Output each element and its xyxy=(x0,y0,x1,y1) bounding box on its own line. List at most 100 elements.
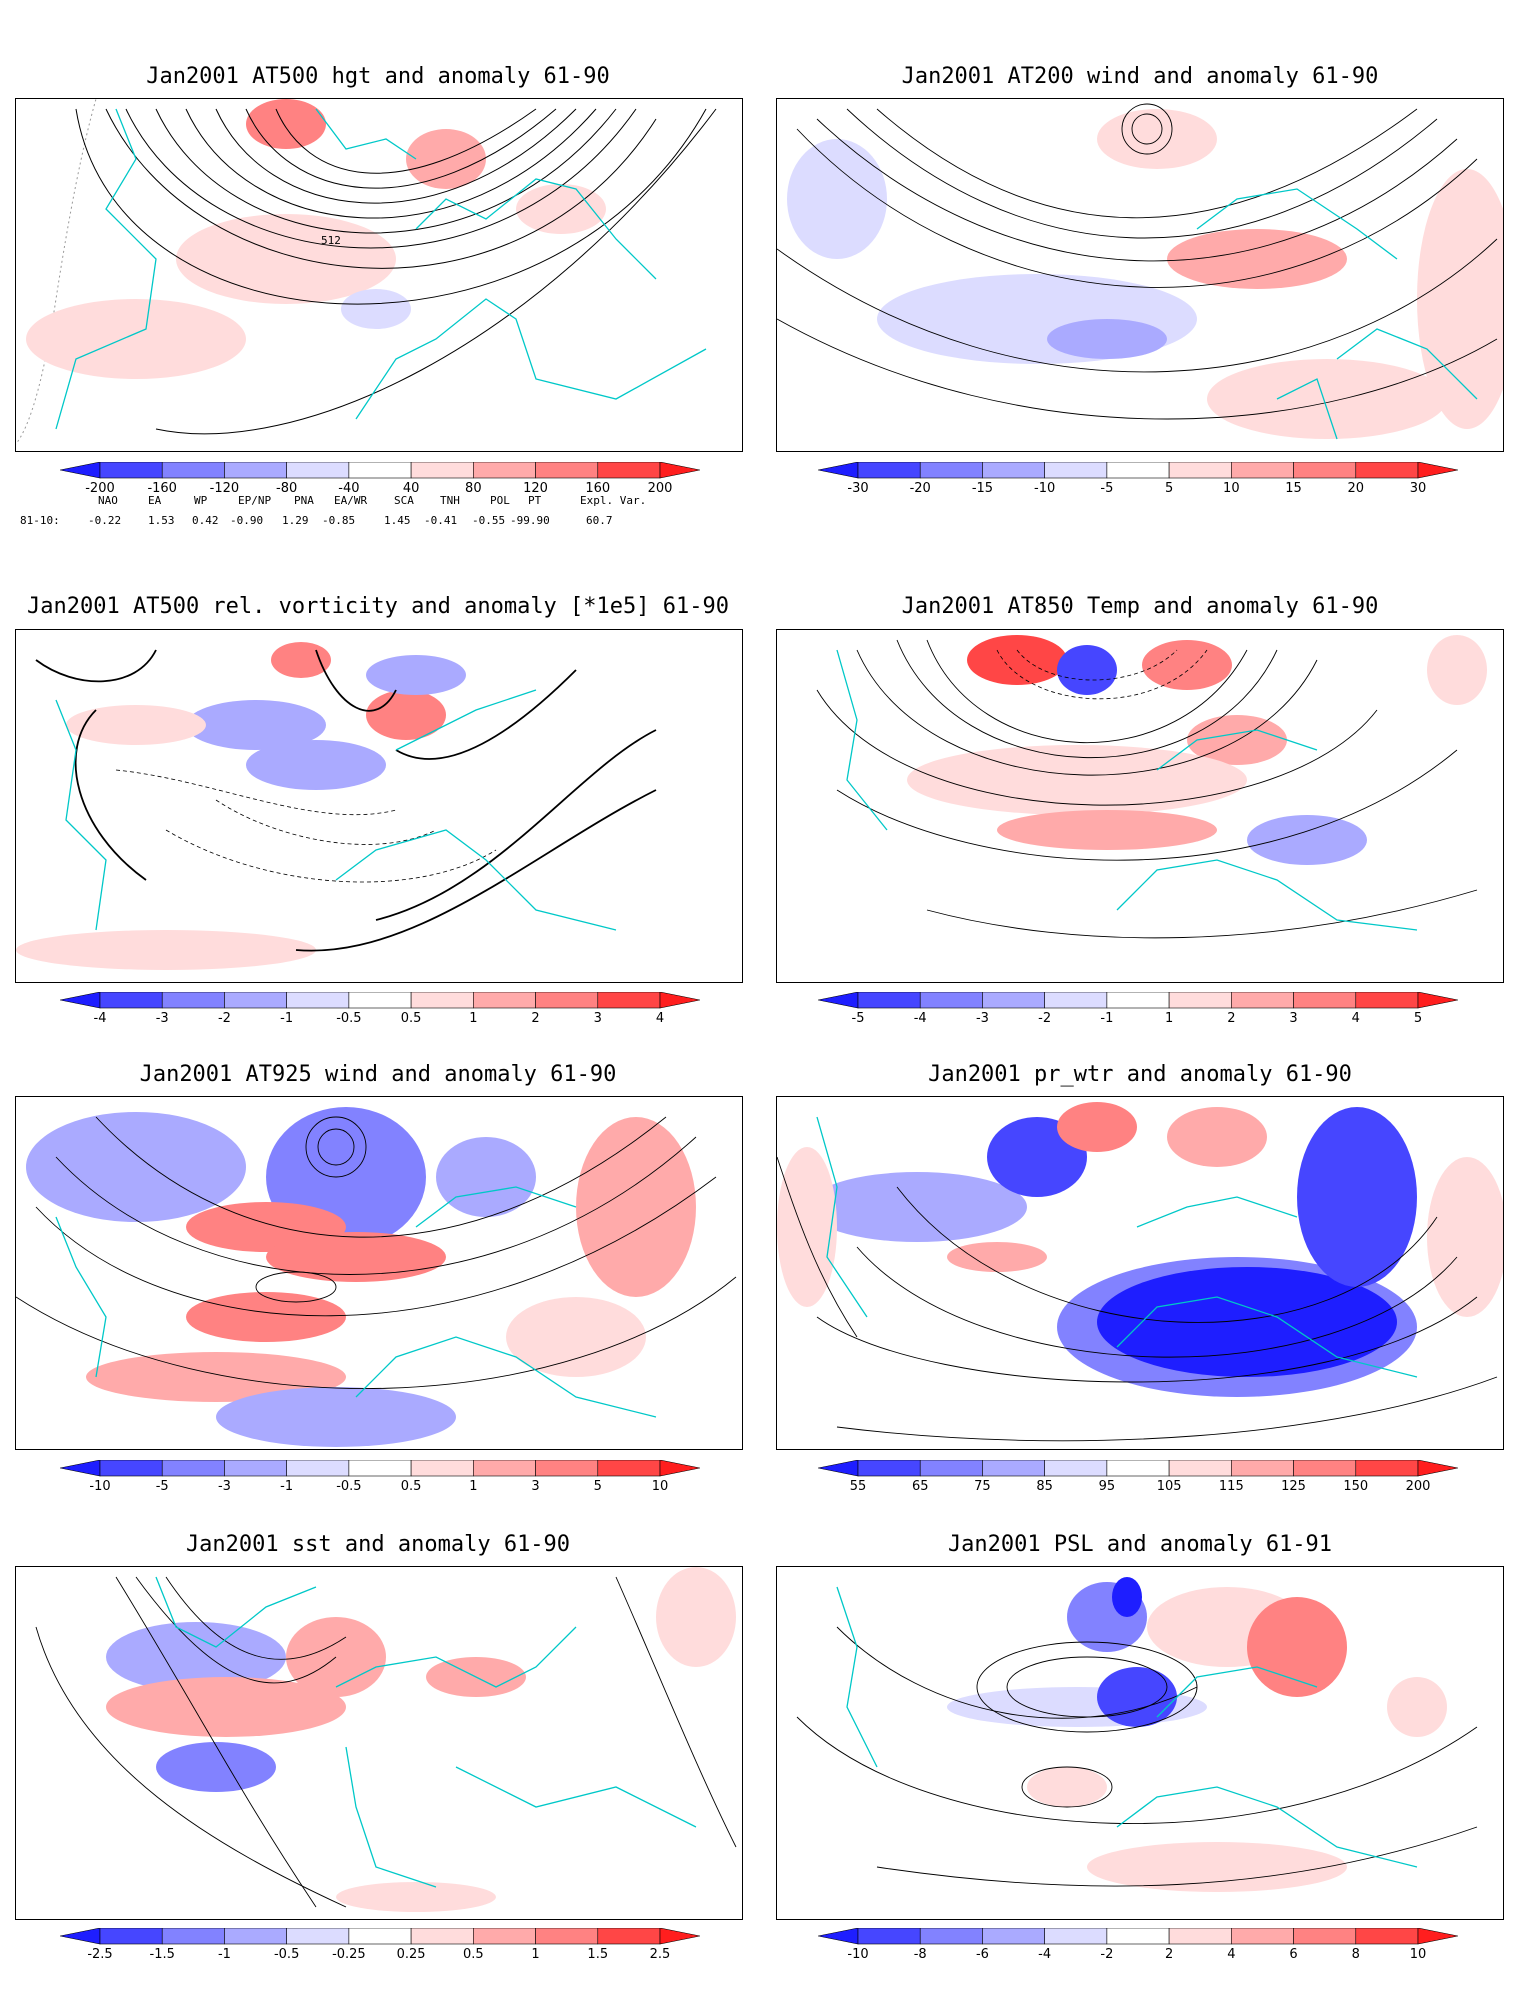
colorbar-tick-label: 5 xyxy=(1165,481,1173,496)
anomaly-positive xyxy=(86,1352,346,1402)
colorbar-segment xyxy=(919,991,983,1009)
colorbar-segment xyxy=(410,1927,474,1945)
colorbar-tick-label: -40 xyxy=(338,481,359,496)
colorbar-segment xyxy=(99,991,163,1009)
colorbar-segment xyxy=(224,1927,287,1945)
colorbar-segment xyxy=(982,991,1045,1009)
colorbar: -10 -5 -3 -1 -0.5 0.5 1 3 5 10 xyxy=(59,1459,701,1500)
colorbar-tick-label: 95 xyxy=(1099,1479,1116,1494)
colorbar-tick-label: -2 xyxy=(1100,1947,1113,1962)
anomaly-positive xyxy=(777,1147,837,1307)
anomaly-negative xyxy=(106,1622,286,1692)
colorbar-tick-label: -5 xyxy=(156,1479,169,1494)
anomaly-positive xyxy=(336,1882,496,1912)
colorbar-tick-label: 10 xyxy=(652,1479,669,1494)
colorbar-tick-label: -200 xyxy=(85,481,115,496)
anomaly-positive xyxy=(266,1232,446,1282)
colorbar-tick-label: -2.5 xyxy=(87,1947,112,1962)
index-header: Expl. Var. xyxy=(580,494,647,507)
colorbar-tick-label: 40 xyxy=(403,481,420,496)
anomaly-positive xyxy=(176,214,396,304)
index-value: 0.42 xyxy=(192,514,219,527)
colorbar-tick-label: -20 xyxy=(910,481,931,496)
colorbar-segment xyxy=(597,1927,661,1945)
colorbar-segment xyxy=(1355,461,1419,479)
colorbar-tick-label: -0.5 xyxy=(274,1947,299,1962)
panel-title: Jan2001 PSL and anomaly 61-91 xyxy=(947,1532,1333,1557)
colorbar-tick-label: 4 xyxy=(656,1011,664,1026)
colorbar: -200 -160 -120 -80 -40 40 80 120 160 200 xyxy=(59,461,701,502)
panel-title: Jan2001 AT500 rel. vorticity and anomaly… xyxy=(27,594,729,619)
coastlines xyxy=(55,108,707,430)
anomaly-negative xyxy=(436,1137,536,1217)
colorbar-arrow-left xyxy=(59,461,101,479)
colorbar-arrow-right xyxy=(1417,461,1459,479)
anomaly-positive xyxy=(516,184,606,234)
colorbar-segment xyxy=(348,991,412,1009)
colorbar-segment xyxy=(348,461,412,479)
anomaly-positive xyxy=(26,299,246,379)
index-value: -0.55 xyxy=(472,514,506,527)
colorbar-segment xyxy=(857,991,921,1009)
temperature-dashed xyxy=(996,649,1208,700)
colorbar-segment xyxy=(1168,1459,1232,1477)
map-temp850 xyxy=(776,629,1504,983)
colorbar-tick-label: 5 xyxy=(594,1479,602,1494)
anomaly-positive xyxy=(271,642,331,678)
colorbar-segment xyxy=(410,991,474,1009)
streamlines xyxy=(777,103,1498,420)
colorbar-segment xyxy=(1168,461,1232,479)
colorbar-segment xyxy=(1044,991,1108,1009)
anomaly-positive xyxy=(1387,1677,1447,1737)
index-value: -0.22 xyxy=(88,514,122,527)
map-psl xyxy=(776,1566,1504,1920)
colorbar-tick-label: -0.5 xyxy=(336,1011,361,1026)
colorbar-segment xyxy=(1293,1927,1357,1945)
colorbar-tick-label: 120 xyxy=(523,481,548,496)
colorbar-segment xyxy=(473,991,536,1009)
colorbar-tick-label: 200 xyxy=(648,481,673,496)
map-svg xyxy=(816,635,1487,939)
anomaly-negative xyxy=(26,1112,246,1222)
coastlines xyxy=(155,1576,697,1888)
anomaly-positive xyxy=(997,810,1217,850)
colorbar-segment xyxy=(1293,1459,1357,1477)
colorbar: -10 -8 -6 -4 -2 2 4 6 8 10 xyxy=(817,1927,1459,1968)
colorbar-tick-label: -3 xyxy=(218,1479,231,1494)
map-svg xyxy=(777,103,1503,440)
colorbar-tick-label: -2 xyxy=(1038,1011,1051,1026)
colorbar-tick-label: 125 xyxy=(1281,1479,1306,1494)
colorbar-arrow-left xyxy=(817,1459,859,1477)
indices-table: NAO EA WP EP/NP PNA EA/WR SCA TNH POL PT… xyxy=(20,494,720,530)
colorbar-tick-label: 150 xyxy=(1343,1479,1368,1494)
colorbar-segment xyxy=(1044,1459,1108,1477)
colorbar-segment xyxy=(161,461,225,479)
colorbar-tick-label: 4 xyxy=(1352,1011,1360,1026)
colorbar-tick-label: 5 xyxy=(1414,1011,1422,1026)
anomaly-negative xyxy=(787,139,887,259)
colorbar-segment xyxy=(1106,1459,1170,1477)
index-value: 60.7 xyxy=(586,514,613,527)
colorbar-tick-label: -4 xyxy=(94,1011,107,1026)
colorbar-tick-label: -2 xyxy=(218,1011,231,1026)
index-value: -99.90 xyxy=(510,514,550,527)
index-value: -0.90 xyxy=(230,514,264,527)
colorbar-tick-label: 0.25 xyxy=(397,1947,426,1962)
colorbar-tick-label: 0.5 xyxy=(401,1479,422,1494)
colorbar-tick-label: 3 xyxy=(594,1011,602,1026)
index-header: POL xyxy=(490,494,510,507)
colorbar-segment xyxy=(919,461,983,479)
anomaly-positive xyxy=(366,690,446,740)
streamlines xyxy=(16,1116,737,1389)
colorbar-tick-label: 10 xyxy=(1223,481,1240,496)
colorbar-segment xyxy=(919,1459,983,1477)
colorbar-tick-label: -10 xyxy=(847,1947,868,1962)
colorbar-segment xyxy=(1355,1927,1419,1945)
colorbar-tick-label: 0.5 xyxy=(401,1011,422,1026)
colorbar-tick-label: -1 xyxy=(1100,1011,1113,1026)
colorbar-tick-label: -6 xyxy=(976,1947,989,1962)
colorbar-segment xyxy=(1355,991,1419,1009)
colorbar-tick-label: -8 xyxy=(914,1947,927,1962)
colorbar-segment xyxy=(535,1927,599,1945)
colorbar-segment xyxy=(99,1927,163,1945)
